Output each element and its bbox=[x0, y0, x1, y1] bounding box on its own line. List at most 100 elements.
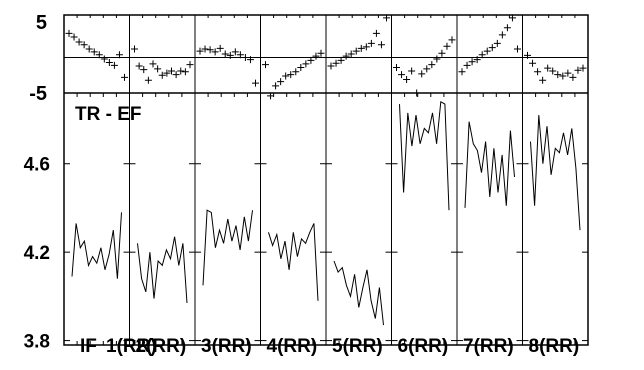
residual-point bbox=[90, 48, 98, 56]
residual-point bbox=[428, 61, 436, 69]
residual-point bbox=[473, 56, 481, 64]
residual-point bbox=[357, 44, 365, 52]
residual-point bbox=[158, 71, 166, 79]
series-line bbox=[333, 260, 384, 326]
series-line bbox=[399, 100, 450, 211]
residual-point bbox=[65, 29, 73, 37]
residual-point bbox=[252, 79, 259, 87]
residual-point bbox=[443, 42, 451, 50]
residual-point bbox=[483, 47, 491, 55]
residual-point bbox=[579, 64, 587, 72]
residual-point bbox=[514, 45, 521, 53]
residual-point bbox=[534, 68, 542, 76]
residual-point bbox=[231, 48, 239, 56]
residual-point bbox=[332, 59, 340, 67]
residual-point bbox=[347, 50, 355, 58]
residual-point bbox=[312, 52, 320, 60]
residual-point bbox=[478, 51, 486, 59]
residual-point bbox=[172, 71, 180, 79]
residual-point bbox=[498, 31, 506, 39]
residual-point bbox=[564, 69, 572, 77]
residual-point bbox=[307, 56, 315, 64]
residual-point bbox=[398, 71, 406, 79]
residual-point bbox=[140, 66, 148, 74]
residual-point bbox=[463, 61, 471, 69]
residual-point bbox=[372, 29, 380, 37]
residual-point bbox=[554, 71, 562, 79]
residual-point bbox=[236, 51, 244, 59]
main-y-tick-label: 4.6 bbox=[24, 155, 50, 176]
residual-point bbox=[327, 62, 335, 70]
panel-label: 4(RR) bbox=[267, 336, 318, 357]
panel-prefix-label: IF bbox=[80, 336, 97, 357]
residual-point bbox=[302, 60, 310, 68]
main-y-tick-label: 4.2 bbox=[24, 243, 50, 264]
panel-label: 1(RR) bbox=[106, 336, 157, 357]
residual-point bbox=[403, 76, 411, 84]
series-line bbox=[202, 209, 253, 286]
main-series-group bbox=[71, 100, 581, 326]
plot-frame bbox=[63, 14, 589, 346]
residual-point bbox=[508, 14, 516, 22]
residual-point bbox=[493, 39, 501, 47]
residual-point bbox=[337, 56, 345, 64]
panel-label: 7(RR) bbox=[463, 336, 514, 357]
residual-point bbox=[70, 33, 78, 41]
residual-point bbox=[168, 67, 175, 75]
residual-point bbox=[524, 51, 531, 59]
residual-point bbox=[503, 24, 511, 32]
axis-labels: 5 -5 3.8 4.2 4.6 bbox=[24, 12, 50, 352]
panel-label: 3(RR) bbox=[201, 336, 252, 357]
residual-point bbox=[297, 63, 305, 71]
residual-point bbox=[154, 65, 162, 73]
residual-point bbox=[95, 51, 103, 59]
main-y-tick-label: 3.8 bbox=[24, 332, 50, 353]
residual-point bbox=[549, 67, 557, 75]
residual-point bbox=[206, 46, 214, 54]
residual-point bbox=[292, 68, 300, 76]
residual-point bbox=[181, 68, 189, 76]
residual-point bbox=[377, 41, 385, 49]
residual-point bbox=[544, 64, 552, 72]
residual-point bbox=[196, 47, 204, 55]
residual-point bbox=[393, 63, 400, 71]
residual-point bbox=[115, 51, 123, 59]
residual-point bbox=[262, 61, 269, 69]
residual-point bbox=[418, 70, 426, 78]
residual-point bbox=[267, 92, 275, 100]
residual-point bbox=[177, 67, 185, 75]
residual-y-tick-label: 5 bbox=[36, 12, 47, 34]
residual-point bbox=[186, 61, 194, 69]
residual-point bbox=[352, 47, 360, 55]
residual-point bbox=[105, 59, 113, 67]
residual-point bbox=[367, 39, 375, 47]
residual-point bbox=[131, 45, 138, 53]
residual-point bbox=[226, 51, 234, 59]
residual-point bbox=[272, 82, 280, 90]
panel-label: 5(RR) bbox=[332, 336, 383, 357]
residual-point bbox=[433, 55, 441, 63]
residual-point bbox=[559, 72, 567, 80]
series-line bbox=[464, 121, 515, 208]
residual-point bbox=[342, 52, 350, 60]
series-line bbox=[268, 223, 319, 301]
residual-series-group bbox=[65, 14, 587, 100]
residual-point bbox=[423, 65, 431, 73]
residual-point bbox=[85, 45, 93, 53]
panel-labels: 1(RR)2(RR) 3(RR) 4(RR) 5(RR) 6(RR) 7(RR) 8(RR) bbox=[106, 336, 579, 357]
residual-point bbox=[529, 59, 537, 67]
residual-point bbox=[211, 48, 219, 56]
chart-title: TR - EF bbox=[75, 104, 142, 125]
residual-point bbox=[282, 72, 290, 80]
residual-point bbox=[569, 73, 577, 81]
residual-point bbox=[121, 73, 128, 81]
residual-point bbox=[574, 66, 582, 74]
residual-point bbox=[163, 69, 171, 77]
residual-point bbox=[110, 61, 118, 69]
residual-point bbox=[287, 71, 295, 79]
residual-point bbox=[100, 55, 108, 63]
series-line bbox=[530, 115, 581, 231]
residual-point bbox=[80, 41, 88, 49]
residual-point bbox=[241, 54, 249, 62]
residual-point bbox=[201, 45, 209, 53]
